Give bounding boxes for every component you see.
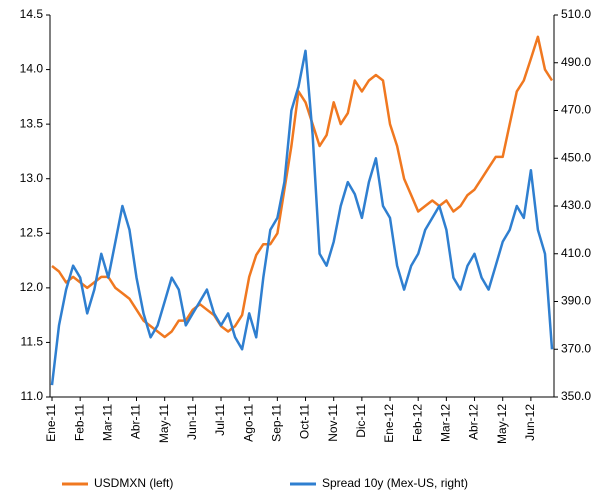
y-tick-label: 12.0 — [20, 280, 44, 294]
x-tick-label: Ene-12 — [382, 404, 396, 443]
y2-tick-label: 490.0 — [561, 55, 591, 69]
y2-tick-label: 450.0 — [561, 150, 591, 164]
y2-tick-label: 430.0 — [561, 198, 591, 212]
series-line — [50, 49, 554, 386]
y2-tick-label: 470.0 — [561, 103, 591, 117]
y-tick-label: 11.0 — [21, 389, 44, 403]
legend-label: USDMXN (left) — [94, 476, 173, 490]
x-tick-label: Ago-11 — [241, 404, 255, 442]
y-tick-label: 13.5 — [20, 116, 44, 130]
y2-tick-label: 510.0 — [561, 7, 591, 21]
x-tick-label: Jun-12 — [523, 404, 537, 441]
y2-tick-label: 390.0 — [561, 294, 591, 308]
x-tick-label: Jun-11 — [185, 404, 199, 440]
y-tick-label: 11.5 — [21, 335, 44, 349]
x-tick-label: Ene-11 — [44, 404, 58, 442]
x-tick-label: Mar-11 — [101, 404, 115, 441]
x-tick-label: Feb-12 — [410, 404, 424, 442]
x-tick-label: Jul-11 — [213, 404, 227, 436]
x-tick-label: Mar-12 — [439, 404, 453, 442]
y2-tick-label: 350.0 — [561, 389, 591, 403]
y2-tick-label: 410.0 — [561, 246, 591, 260]
x-tick-label: Feb-11 — [72, 404, 86, 441]
series-line — [51, 35, 554, 339]
x-tick-label: Abr-11 — [129, 404, 143, 439]
legend-label: Spread 10y (Mex-US, right) — [322, 476, 468, 490]
y-tick-label: 14.0 — [20, 62, 44, 76]
y2-tick-label: 370.0 — [561, 341, 591, 355]
y-tick-label: 12.5 — [20, 225, 44, 239]
x-tick-label: Sep-11 — [270, 404, 284, 442]
y-tick-label: 13.0 — [20, 171, 44, 185]
x-tick-label: Dic-11 — [354, 404, 368, 438]
x-tick-label: Nov-11 — [326, 404, 340, 442]
x-tick-label: Abr-12 — [467, 404, 481, 440]
x-tick-label: Oct-11 — [298, 404, 312, 439]
x-tick-label: May-12 — [495, 404, 509, 444]
y-tick-label: 14.5 — [20, 7, 44, 21]
x-tick-label: May-11 — [157, 404, 171, 443]
